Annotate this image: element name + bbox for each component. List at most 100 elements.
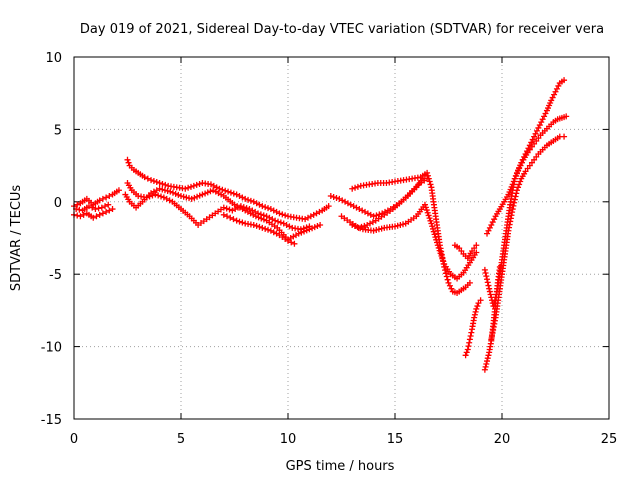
data-point: [219, 186, 226, 193]
data-point: [423, 207, 430, 214]
data-point: [207, 188, 214, 195]
y-tick-label: 0: [54, 196, 62, 211]
series-track-l: [451, 242, 480, 262]
series-track-k: [349, 201, 480, 282]
series-track-d: [124, 156, 332, 223]
data-point: [245, 196, 252, 203]
data-point: [99, 195, 106, 202]
data-point: [185, 184, 192, 191]
series-track-j: [349, 171, 428, 192]
data-point: [561, 133, 568, 140]
data-point: [267, 227, 274, 234]
data-point: [156, 185, 163, 192]
data-points: [71, 77, 570, 373]
data-point: [444, 276, 451, 283]
data-point: [124, 156, 131, 163]
data-point: [260, 216, 267, 223]
data-point: [486, 288, 493, 295]
data-point: [188, 195, 195, 202]
data-point: [466, 339, 473, 346]
data-point: [167, 188, 174, 195]
data-point: [196, 192, 203, 199]
data-point: [349, 185, 356, 192]
data-point: [434, 242, 441, 249]
data-point: [473, 305, 480, 312]
data-point: [242, 195, 249, 202]
data-point: [224, 213, 231, 220]
data-point: [485, 227, 492, 234]
data-point: [424, 209, 431, 216]
chart-title: Day 019 of 2021, Sidereal Day-to-day VTE…: [80, 22, 604, 37]
data-point: [359, 207, 366, 214]
data-point: [148, 177, 155, 184]
data-point: [250, 198, 257, 205]
data-point: [178, 193, 184, 200]
data-point: [89, 204, 96, 211]
data-point: [555, 82, 562, 89]
data-point: [236, 218, 243, 225]
data-point: [486, 285, 493, 292]
data-point: [298, 229, 305, 236]
data-point: [512, 193, 519, 200]
data-point: [202, 190, 209, 197]
data-point: [229, 207, 236, 214]
x-tick-label: 15: [387, 432, 404, 447]
data-point: [333, 194, 340, 201]
data-point: [532, 130, 539, 137]
data-point: [279, 211, 286, 218]
data-point: [378, 225, 385, 232]
data-point: [199, 191, 206, 198]
data-point: [325, 203, 332, 210]
data-point: [233, 191, 240, 198]
data-point: [361, 222, 368, 229]
data-point: [482, 269, 489, 276]
data-point: [474, 303, 481, 310]
data-point: [465, 343, 472, 350]
data-point: [481, 266, 488, 273]
data-point: [302, 216, 309, 223]
x-tick-label: 5: [177, 432, 185, 447]
data-point: [517, 178, 524, 185]
data-point: [523, 148, 530, 155]
data-point: [295, 230, 302, 237]
data-point: [255, 214, 262, 221]
data-point: [375, 226, 382, 233]
data-point: [392, 223, 398, 230]
y-tick-label: -10: [41, 341, 62, 356]
data-point: [153, 187, 160, 194]
x-axis-label: GPS time / hours: [286, 459, 395, 474]
data-point: [515, 184, 522, 191]
data-point: [256, 201, 263, 208]
data-point: [483, 360, 490, 367]
data-point: [265, 205, 272, 212]
data-point: [561, 77, 568, 84]
data-point: [92, 206, 99, 213]
data-point: [422, 204, 429, 211]
data-point: [102, 203, 109, 210]
data-point: [466, 279, 473, 286]
data-point: [439, 255, 446, 262]
data-point: [159, 186, 166, 193]
data-point: [210, 182, 217, 189]
data-point: [220, 204, 227, 211]
data-point: [353, 204, 360, 211]
data-point: [511, 196, 518, 203]
data-point: [163, 195, 170, 202]
data-point: [95, 205, 102, 212]
y-tick-label: 10: [45, 51, 62, 66]
data-point: [484, 276, 491, 283]
data-point: [172, 190, 179, 197]
data-point: [442, 270, 449, 277]
data-point: [354, 224, 361, 231]
data-point: [487, 291, 494, 298]
data-point: [213, 184, 220, 191]
series-track-e: [124, 179, 313, 233]
data-point: [125, 159, 132, 166]
data-point: [351, 223, 358, 230]
y-axis-label: SDTVAR / TECUs: [9, 185, 24, 292]
data-point: [227, 189, 234, 196]
data-point: [471, 311, 478, 318]
data-point: [227, 214, 234, 221]
data-point: [473, 249, 480, 256]
data-point: [272, 217, 279, 224]
